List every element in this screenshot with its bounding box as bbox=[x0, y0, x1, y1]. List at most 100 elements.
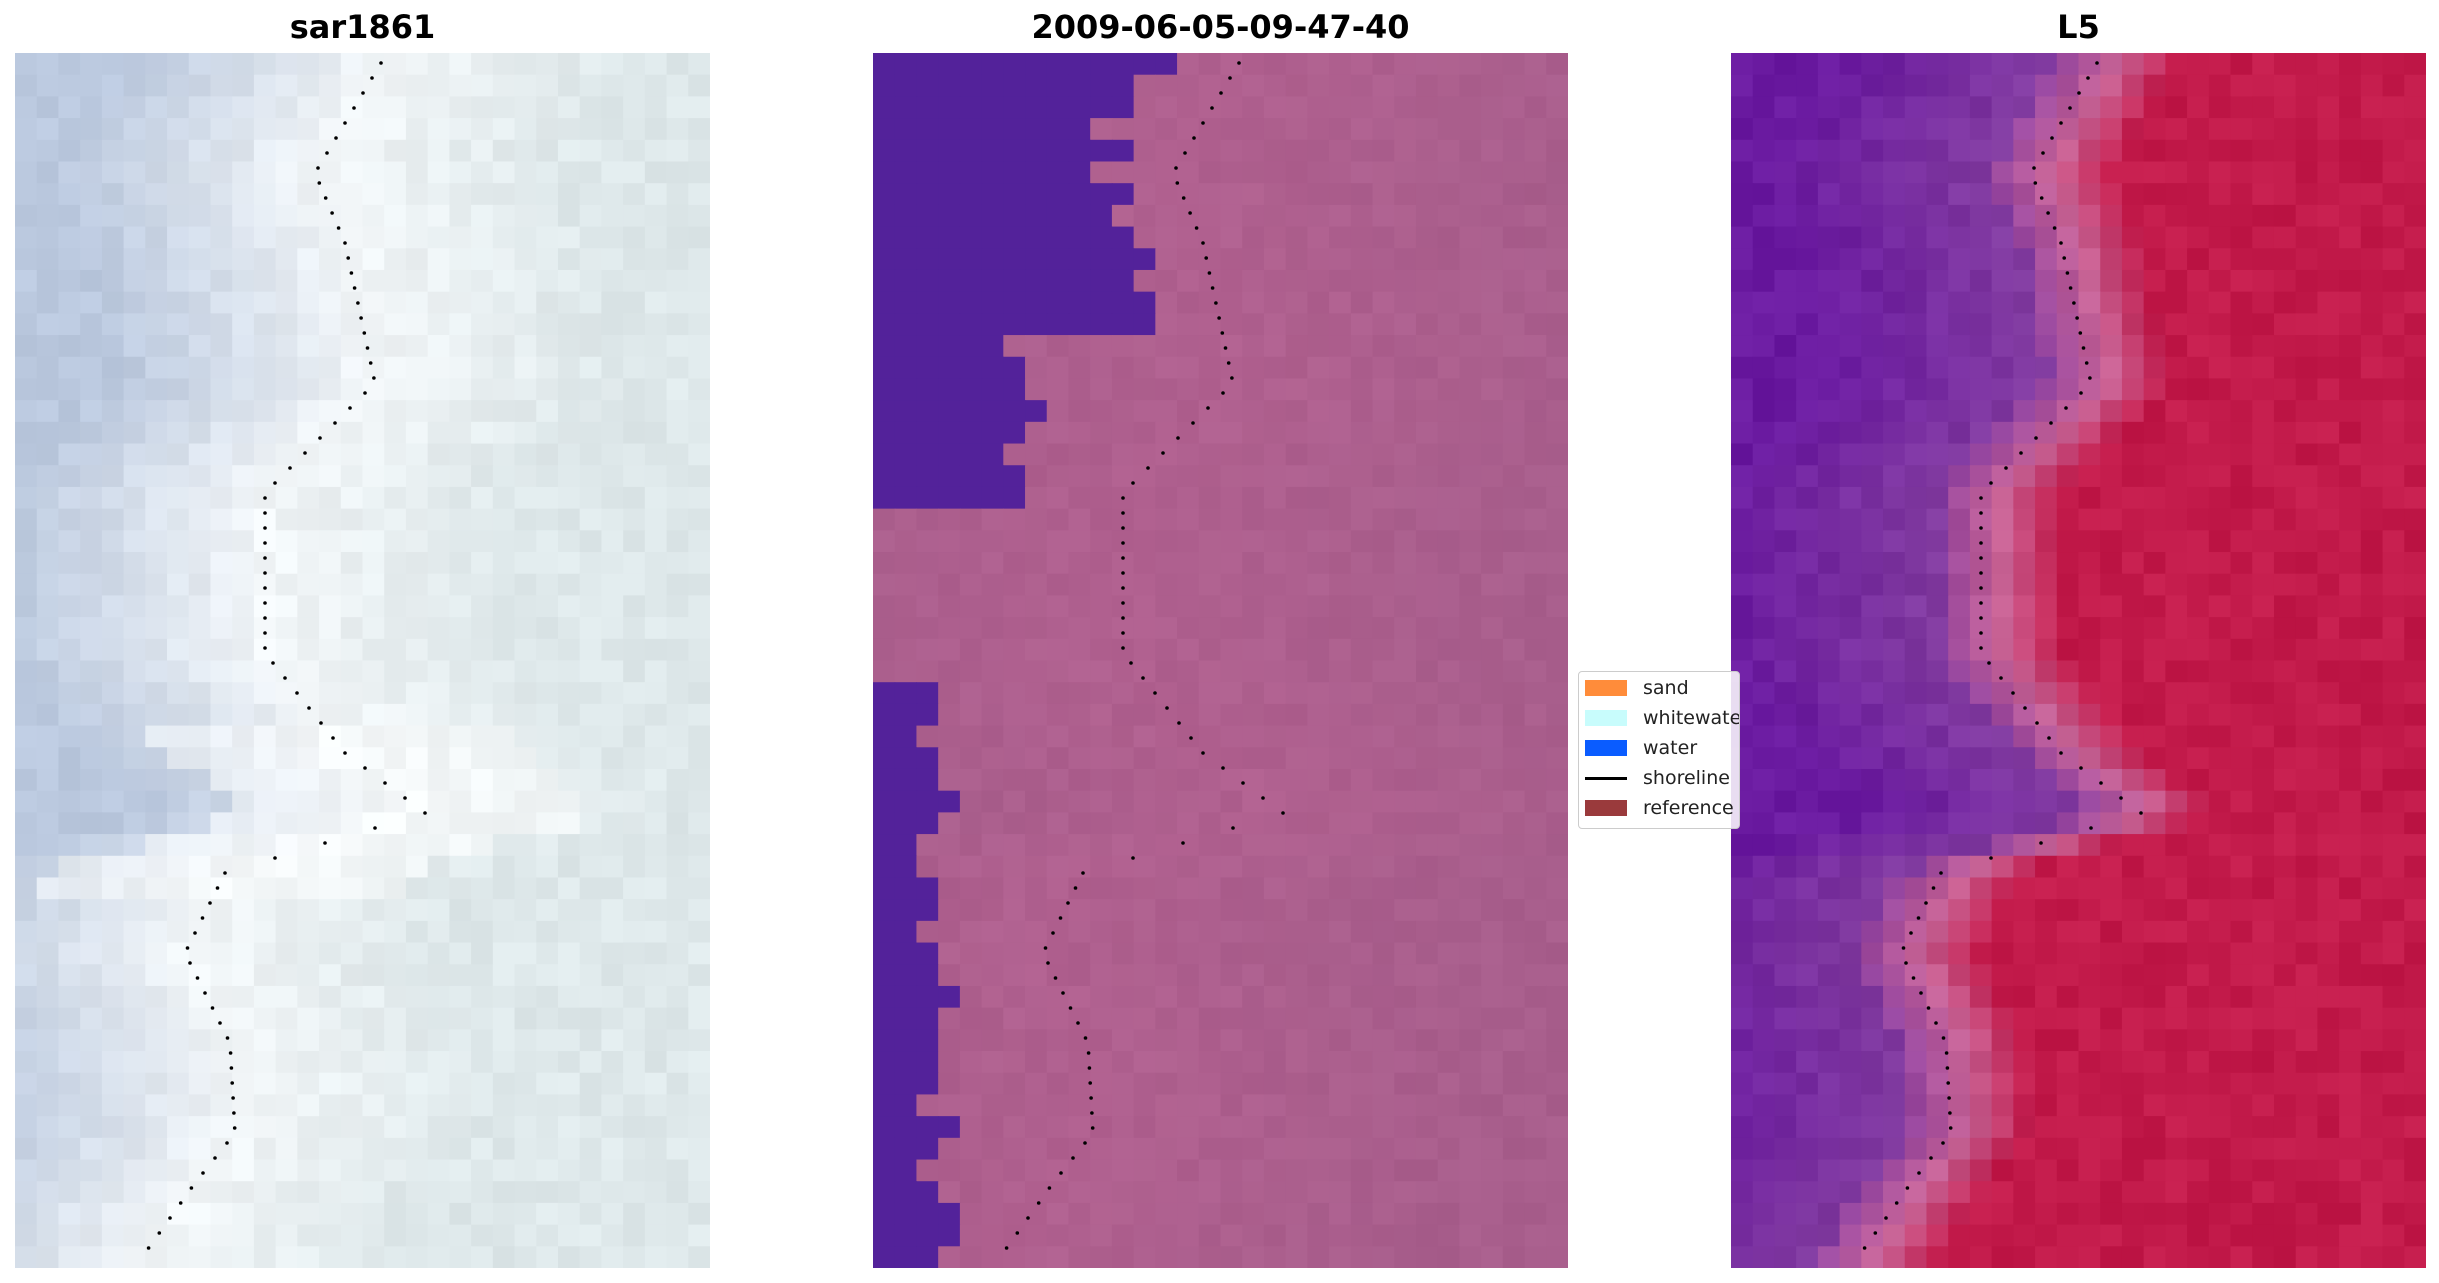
classification-pixel bbox=[1090, 595, 1113, 618]
index-pixel bbox=[1948, 508, 1971, 531]
index-pixel bbox=[1752, 313, 1776, 336]
classification-pixel bbox=[1220, 226, 1243, 249]
classification-pixel bbox=[1350, 74, 1374, 97]
classification-pixel bbox=[1068, 226, 1091, 249]
index-pixel bbox=[2360, 530, 2384, 553]
classification-pixel bbox=[1263, 703, 1287, 727]
index-pixel bbox=[1861, 313, 1884, 336]
rgb-pixel bbox=[688, 486, 710, 510]
classification-pixel bbox=[938, 834, 961, 857]
classification-pixel bbox=[1025, 1094, 1048, 1117]
classification-pixel bbox=[1372, 53, 1395, 76]
index-pixel bbox=[2273, 834, 2297, 857]
rgb-pixel bbox=[384, 1051, 407, 1074]
classification-pixel bbox=[1459, 595, 1482, 618]
rgb-pixel bbox=[362, 530, 385, 553]
rgb-pixel bbox=[253, 291, 277, 314]
index-pixel bbox=[2230, 790, 2253, 813]
classification-pixel bbox=[1198, 747, 1222, 770]
rgb-pixel bbox=[319, 443, 342, 466]
classification-pixel bbox=[1003, 204, 1026, 228]
index-pixel bbox=[2382, 552, 2405, 575]
classification-pixel bbox=[1481, 1007, 1504, 1030]
classification-pixel bbox=[1329, 1181, 1352, 1204]
rgb-pixel bbox=[688, 356, 710, 380]
index-pixel bbox=[1991, 313, 2014, 336]
index-pixel bbox=[2078, 183, 2101, 206]
classification-pixel bbox=[916, 617, 939, 640]
rgb-pixel bbox=[15, 877, 38, 900]
classification-pixel bbox=[1155, 703, 1178, 727]
rgb-pixel bbox=[123, 204, 146, 228]
classification-pixel bbox=[873, 1246, 896, 1268]
rgb-pixel bbox=[80, 1051, 103, 1074]
classification-pixel bbox=[1546, 1137, 1568, 1161]
rgb-pixel bbox=[384, 747, 407, 770]
index-pixel bbox=[1948, 335, 1971, 358]
rgb-pixel bbox=[579, 96, 603, 119]
classification-pixel bbox=[1307, 53, 1330, 76]
index-pixel bbox=[1969, 573, 1993, 597]
classification-pixel bbox=[1437, 964, 1461, 987]
rgb-pixel bbox=[492, 74, 516, 97]
classification-pixel bbox=[1329, 139, 1352, 163]
classification-pixel bbox=[1437, 725, 1461, 748]
classification-pixel bbox=[1350, 1116, 1374, 1139]
rgb-pixel bbox=[232, 1246, 255, 1268]
classification-pixel bbox=[1437, 1116, 1461, 1139]
rgb-pixel bbox=[123, 834, 146, 857]
classification-pixel bbox=[1285, 638, 1308, 662]
classification-pixel bbox=[873, 335, 896, 358]
rgb-pixel bbox=[319, 1202, 342, 1226]
rgb-pixel bbox=[471, 1224, 494, 1247]
classification-pixel bbox=[1372, 313, 1395, 336]
classification-pixel bbox=[981, 1202, 1004, 1226]
rgb-pixel bbox=[145, 118, 168, 141]
classification-pixel bbox=[1502, 269, 1526, 293]
rgb-pixel bbox=[232, 768, 255, 792]
classification-pixel bbox=[1111, 400, 1135, 423]
classification-pixel bbox=[1068, 1051, 1091, 1074]
classification-pixel bbox=[1090, 291, 1113, 314]
index-pixel bbox=[2360, 400, 2384, 423]
classification-pixel bbox=[1177, 1159, 1200, 1182]
rgb-pixel bbox=[123, 291, 146, 314]
rgb-pixel bbox=[319, 703, 342, 727]
classification-pixel bbox=[1307, 508, 1330, 531]
index-pixel bbox=[1948, 877, 1971, 900]
rgb-pixel bbox=[579, 617, 603, 640]
index-pixel bbox=[1817, 204, 1841, 228]
index-pixel bbox=[2143, 617, 2166, 640]
index-pixel bbox=[1752, 703, 1776, 727]
classification-pixel bbox=[1025, 1029, 1048, 1052]
shoreline-dot bbox=[1146, 466, 1150, 470]
classification-pixel bbox=[1090, 74, 1113, 97]
classification-pixel bbox=[894, 920, 918, 944]
index-pixel bbox=[1991, 508, 2014, 531]
index-pixel bbox=[2013, 96, 2036, 119]
rgb-pixel bbox=[514, 161, 537, 184]
index-pixel bbox=[1774, 183, 1797, 206]
classification-pixel bbox=[1090, 1181, 1113, 1204]
index-pixel bbox=[2252, 768, 2275, 792]
rgb-pixel bbox=[123, 790, 146, 813]
index-pixel bbox=[2056, 703, 2080, 727]
rgb-pixel bbox=[58, 465, 81, 488]
index-pixel bbox=[2273, 400, 2297, 423]
index-pixel bbox=[1774, 682, 1797, 705]
rgb-pixel bbox=[275, 660, 298, 683]
rgb-pixel bbox=[80, 725, 103, 748]
classification-pixel bbox=[1502, 1246, 1526, 1268]
classification-pixel bbox=[1263, 118, 1287, 141]
rgb-pixel bbox=[362, 747, 385, 770]
classification-pixel bbox=[1415, 530, 1439, 553]
index-pixel bbox=[2230, 226, 2253, 249]
rgb-pixel bbox=[362, 942, 385, 965]
rgb-pixel bbox=[253, 573, 277, 597]
rgb-pixel bbox=[644, 96, 668, 119]
classification-pixel bbox=[1133, 899, 1156, 922]
index-pixel bbox=[2078, 53, 2101, 76]
classification-pixel bbox=[1155, 378, 1178, 401]
index-pixel bbox=[2208, 595, 2232, 618]
classification-pixel bbox=[1481, 335, 1504, 358]
